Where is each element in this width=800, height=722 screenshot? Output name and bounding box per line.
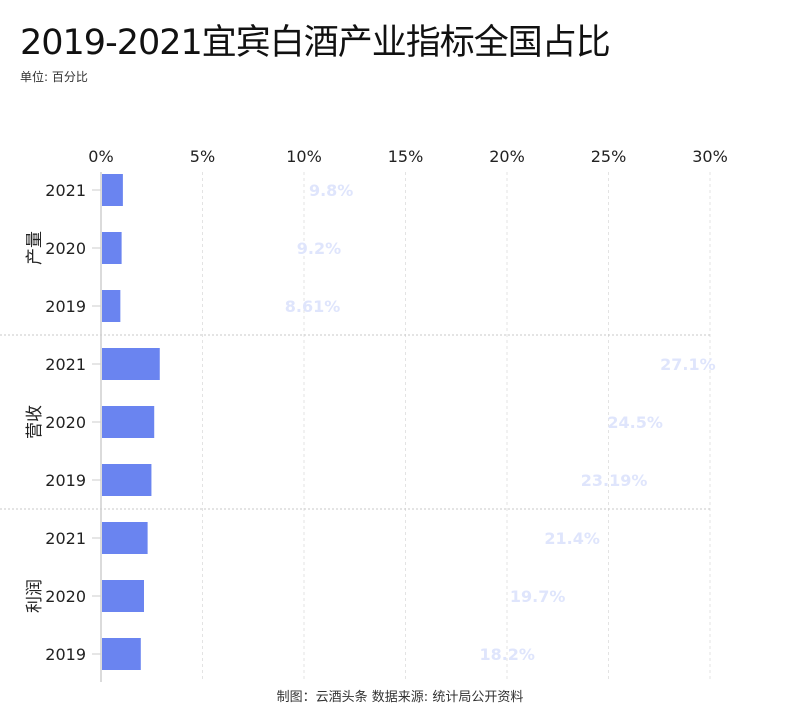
x-tick-label: 15% [388, 147, 424, 166]
bar [102, 638, 141, 670]
group-label: 营收 [25, 405, 45, 439]
group-label: 产量 [25, 231, 45, 265]
bar [102, 522, 148, 554]
x-tick-label: 30% [692, 147, 728, 166]
data-label: 9.8% [309, 181, 353, 200]
y-tick-label: 2020 [45, 413, 86, 432]
bar [102, 232, 122, 264]
data-label: 9.2% [297, 239, 341, 258]
data-label: 21.4% [544, 529, 600, 548]
y-tick-label: 2020 [45, 239, 86, 258]
bar [102, 406, 155, 438]
chart-title: 2019-2021宜宾白酒产业指标全国占比 [20, 23, 611, 63]
y-tick-label: 2021 [45, 355, 86, 374]
chart-footer: 制图：云酒头条 数据来源: 统计局公开资料 [276, 690, 524, 705]
x-tick-label: 10% [286, 147, 322, 166]
bar [102, 174, 123, 206]
data-label: 18.2% [479, 645, 535, 664]
x-tick-label: 20% [489, 147, 525, 166]
data-label: 8.61% [285, 297, 341, 316]
y-tick-label: 2019 [45, 471, 86, 490]
chart-subtitle: 单位: 百分比 [20, 70, 88, 84]
bar [102, 580, 144, 612]
x-tick-label: 25% [591, 147, 627, 166]
y-tick-label: 2021 [45, 181, 86, 200]
bar [102, 464, 152, 496]
y-tick-label: 2020 [45, 587, 86, 606]
y-tick-label: 2019 [45, 297, 86, 316]
y-tick-label: 2019 [45, 645, 86, 664]
group-label: 利润 [25, 579, 45, 613]
data-label: 27.1% [660, 355, 716, 374]
data-label: 24.5% [607, 413, 663, 432]
x-tick-label: 0% [88, 147, 113, 166]
x-tick-label: 5% [190, 147, 215, 166]
y-tick-label: 2021 [45, 529, 86, 548]
data-label: 19.7% [510, 587, 566, 606]
bar [102, 290, 121, 322]
data-label: 23.19% [581, 471, 648, 490]
bar [102, 348, 160, 380]
